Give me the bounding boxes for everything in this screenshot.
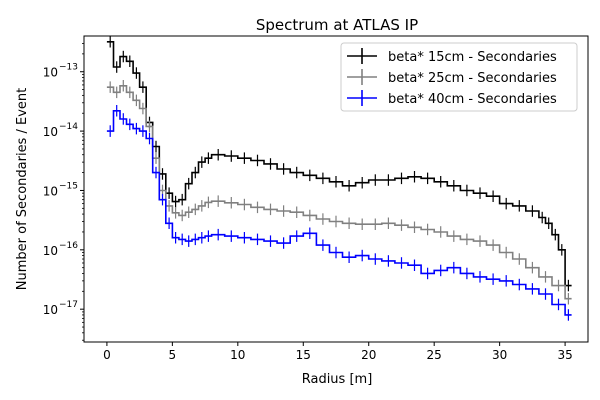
y-tick-exponent-2: −15 — [59, 181, 78, 191]
x-tick-label-5: 5 — [169, 348, 177, 362]
series-layer — [106, 36, 572, 321]
y-tick-exponent-4: −13 — [59, 63, 78, 73]
x-tick-label-35: 35 — [557, 348, 572, 362]
y-tick-exponent-3: −14 — [59, 122, 78, 132]
series-line-2 — [106, 85, 572, 300]
y-axis-label: Number of Secondaries / Event — [15, 88, 30, 290]
series-line-1 — [106, 41, 572, 287]
x-tick-label-15: 15 — [296, 348, 311, 362]
y-tick-exponent-0: −17 — [59, 300, 78, 310]
legend-label-2: beta* 25cm - Secondaries — [388, 71, 557, 86]
series-1 — [106, 36, 572, 292]
legend-entry-1: beta* 15cm - Secondaries — [347, 48, 557, 65]
legend-box — [340, 42, 578, 112]
y-tick-label-1: 10 — [43, 244, 58, 258]
legend-label-1: beta* 15cm - Secondaries — [388, 50, 557, 65]
x-axis-label: Radius [m] — [302, 372, 373, 387]
x-tick-label-25: 25 — [427, 348, 442, 362]
x-tick-label-30: 30 — [492, 348, 507, 362]
x-tick-label-0: 0 — [103, 348, 111, 362]
y-tick-label-0: 10 — [43, 303, 58, 317]
series-3 — [106, 105, 572, 321]
series-2 — [106, 80, 572, 305]
legend-entry-3: beta* 40cm - Secondaries — [347, 90, 557, 107]
plot-frame — [83, 35, 589, 343]
x-tick-label-20: 20 — [361, 348, 376, 362]
chart-title: Spectrum at ATLAS IP — [256, 16, 418, 34]
y-tick-label-2: 10 — [43, 184, 58, 198]
legend-label-3: beta* 40cm - Secondaries — [388, 92, 557, 107]
legend-entry-2: beta* 25cm - Secondaries — [347, 69, 557, 86]
y-tick-exponent-1: −16 — [59, 241, 78, 251]
y-tick-label-4: 10 — [43, 66, 58, 80]
x-tick-label-10: 10 — [230, 348, 245, 362]
y-tick-label-3: 10 — [43, 125, 58, 139]
legend: beta* 15cm - Secondaries beta* 25cm - Se… — [340, 42, 578, 112]
